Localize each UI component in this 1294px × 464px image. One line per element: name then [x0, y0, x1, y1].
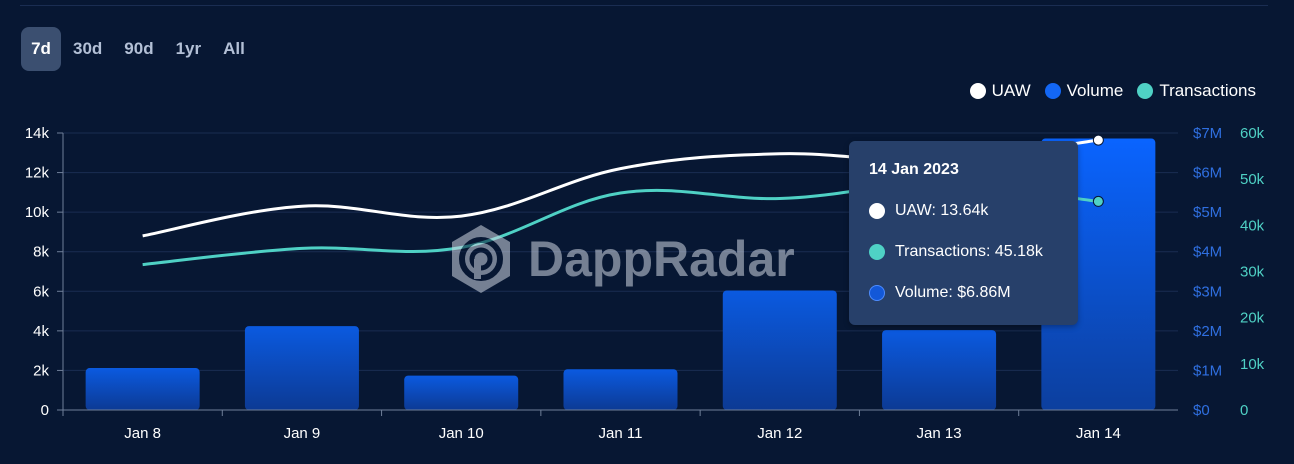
chart-tooltip: 14 Jan 2023 UAW: 13.64k Transactions: 45… [849, 141, 1078, 325]
tooltip-row-uaw: UAW: 13.64k [869, 201, 1058, 221]
volume-axis-tick-label: $2M [1193, 323, 1222, 340]
tab-30d[interactable]: 30d [73, 39, 103, 58]
tab-7d[interactable]: 7d [21, 27, 61, 71]
tooltip-transactions-text: Transactions: 45.18k [895, 243, 1043, 260]
left-axis-tick-label: 8k [33, 244, 49, 261]
legend-volume-dot [1044, 83, 1061, 99]
left-axis-tick-label: 4k [33, 323, 49, 340]
x-axis-tick-label: Jan 8 [124, 425, 161, 442]
left-axis-tick-label: 14k [25, 125, 50, 142]
left-axis-tick-label: 6k [33, 283, 49, 300]
tooltip-row-volume: Volume: $6.86M [869, 283, 1058, 303]
legend-uaw-dot [969, 83, 986, 99]
left-axis-tick-label: 2k [33, 362, 49, 379]
volume-axis-tick-label: $6M [1193, 165, 1222, 182]
tooltip-uaw-dot [869, 203, 885, 219]
left-axis-tick-label: 0 [41, 402, 49, 419]
volume-axis-tick-label: $5M [1193, 204, 1222, 221]
tab-90d[interactable]: 90d [124, 39, 154, 58]
x-axis-tick-label: Jan 14 [1076, 425, 1121, 442]
x-axis-tick-label: Jan 10 [439, 425, 484, 442]
volume-axis-tick-label: $1M [1193, 362, 1222, 379]
transactions-axis-tick-label: 10k [1240, 356, 1265, 373]
volume-bar[interactable] [244, 326, 359, 410]
tooltip-transactions-dot [869, 244, 885, 260]
top-divider [20, 5, 1268, 6]
x-axis-tick-label: Jan 13 [917, 425, 962, 442]
legend-uaw-label: UAW [991, 81, 1031, 100]
transactions-axis-tick-label: 40k [1240, 217, 1265, 234]
transactions-axis-tick-label: 60k [1240, 125, 1265, 142]
chart-legend: UAW Volume Transactions [969, 81, 1256, 101]
legend-item-volume[interactable]: Volume [1044, 81, 1124, 101]
volume-bar[interactable] [882, 330, 997, 410]
tab-all[interactable]: All [223, 39, 245, 58]
volume-axis-tick-label: $3M [1193, 283, 1222, 300]
transactions-axis-tick-label: 50k [1240, 171, 1265, 188]
legend-volume-label: Volume [1066, 81, 1124, 100]
x-axis-tick-label: Jan 9 [284, 425, 321, 442]
volume-bar[interactable] [563, 369, 678, 410]
legend-transactions-label: Transactions [1159, 81, 1256, 100]
x-axis-tick-label: Jan 12 [757, 425, 802, 442]
left-axis-tick-label: 10k [25, 204, 50, 221]
tooltip-uaw-text: UAW: 13.64k [895, 202, 989, 219]
transactions-axis-tick-label: 30k [1240, 264, 1265, 281]
uaw-point[interactable] [1092, 134, 1104, 146]
tooltip-row-transactions: Transactions: 45.18k [869, 242, 1058, 262]
volume-axis-tick-label: $4M [1193, 244, 1222, 261]
volume-bar[interactable] [722, 290, 837, 410]
volume-bar[interactable] [85, 368, 200, 410]
transactions-point[interactable] [1092, 195, 1104, 207]
range-tabs: 7d 30d 90d 1yr All [21, 27, 255, 71]
legend-item-transactions[interactable]: Transactions [1137, 81, 1256, 101]
left-axis-tick-label: 12k [25, 165, 50, 182]
volume-axis-tick-label: $0 [1193, 402, 1210, 419]
tooltip-volume-dot [869, 285, 885, 301]
legend-item-uaw[interactable]: UAW [969, 81, 1031, 101]
tab-1yr[interactable]: 1yr [175, 39, 202, 58]
transactions-axis-tick-label: 20k [1240, 310, 1265, 327]
tooltip-volume-text: Volume: $6.86M [895, 284, 1011, 301]
transactions-axis-tick-label: 0 [1240, 402, 1248, 419]
volume-bar[interactable] [404, 375, 519, 410]
x-axis-tick-label: Jan 11 [599, 425, 643, 442]
legend-transactions-dot [1137, 83, 1154, 99]
tooltip-date: 14 Jan 2023 [869, 161, 959, 178]
volume-axis-tick-label: $7M [1193, 125, 1222, 142]
